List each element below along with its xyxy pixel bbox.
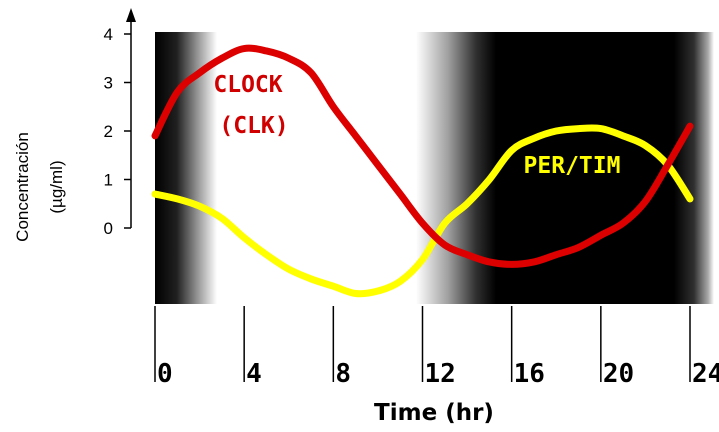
y-tick-label: 0 [104,219,113,238]
y-tick-label: 2 [104,122,113,141]
y-axis-label-line2: (µg/ml) [47,160,66,213]
x-axis: 0 4 8 12 16 20 24 [154,306,719,389]
x-tick-label: 4 [246,359,262,389]
light-dark-shading [155,32,714,304]
y-axis-label-line1: Concentración [13,132,32,242]
y-tick-label: 4 [104,25,113,44]
series-group [151,44,694,298]
x-tick-label: 20 [603,359,634,389]
y-tick-label: 3 [104,74,113,93]
x-tick-label: 0 [157,359,173,389]
clock-label-line2: (CLK) [219,113,288,139]
y-tick-label: 1 [104,171,113,190]
x-tick-label: 24 [692,359,719,389]
pertim-series-line [151,124,694,298]
dark-band-end [674,32,714,304]
x-tick-label: 16 [514,359,545,389]
x-axis-label: Time (hr) [374,400,494,426]
x-tick-label: 8 [335,359,351,389]
x-tick-label: 12 [425,359,456,389]
dark-band-start [155,32,217,304]
dark-band-night [496,32,674,304]
y-axis-arrow [126,8,136,22]
clock-series-line [151,44,694,268]
clock-label-line1: CLOCK [213,72,282,98]
y-axis: 4 3 2 1 0 [104,8,136,238]
pertim-label: PER/TIM [524,153,621,179]
